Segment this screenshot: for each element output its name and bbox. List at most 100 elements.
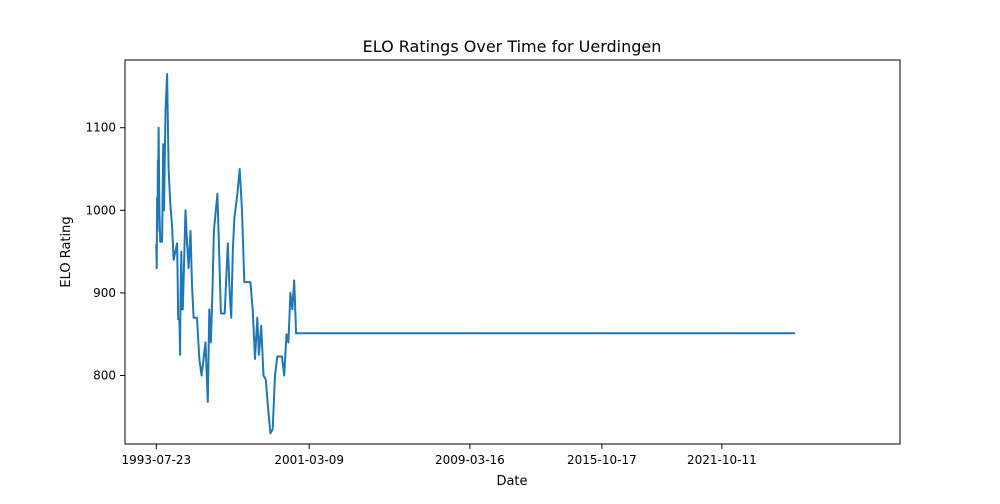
data-point — [211, 292, 214, 294]
y-tick-label: 800 — [93, 368, 116, 382]
data-point — [178, 318, 181, 321]
data-point — [258, 354, 260, 356]
data-point — [264, 378, 267, 381]
data-point — [187, 267, 190, 269]
data-point — [192, 316, 195, 319]
data-point — [162, 143, 165, 146]
data-point — [157, 176, 160, 179]
data-point — [204, 341, 207, 344]
data-point — [161, 240, 163, 243]
data-point — [306, 332, 309, 335]
data-point — [200, 374, 203, 377]
data-point — [260, 325, 262, 327]
data-point — [223, 312, 226, 315]
data-point — [302, 332, 305, 335]
data-point — [291, 308, 294, 311]
x-tick-label: 2009-03-16 — [435, 453, 505, 467]
data-point — [297, 332, 299, 335]
data-point — [221, 312, 224, 315]
data-point — [283, 374, 286, 377]
data-point — [721, 332, 723, 335]
x-tick-label: 1993-07-23 — [121, 453, 191, 467]
data-point — [213, 230, 215, 232]
x-axis-label: Date — [496, 474, 527, 489]
data-points — [155, 73, 795, 435]
data-point — [172, 259, 175, 261]
data-point — [228, 292, 231, 294]
data-point — [274, 374, 276, 377]
data-point — [295, 332, 297, 335]
data-point — [278, 355, 281, 358]
data-point — [164, 110, 167, 112]
data-point — [262, 374, 265, 377]
y-tick-label: 1000 — [85, 203, 116, 217]
data-point — [182, 308, 184, 311]
chart-title: ELO Ratings Over Time for Uerdingen — [363, 37, 662, 56]
data-point — [249, 281, 252, 283]
data-point — [469, 332, 471, 335]
data-point — [269, 432, 272, 435]
data-point — [198, 358, 201, 360]
data-point — [156, 230, 159, 232]
data-point — [220, 312, 222, 315]
data-point — [299, 332, 301, 335]
data-point — [179, 300, 182, 302]
data-point — [308, 332, 310, 335]
data-point — [267, 407, 269, 410]
data-point — [247, 281, 249, 283]
data-point — [189, 230, 192, 232]
data-point — [167, 168, 170, 170]
y-axis-label: ELO Rating — [59, 216, 74, 287]
data-point — [238, 168, 241, 170]
plot-frame — [124, 59, 901, 445]
data-point — [301, 332, 303, 335]
x-axis: 1993-07-23 2001-03-09 2009-03-16 2015-10-17… — [121, 444, 757, 467]
data-point — [233, 217, 236, 220]
data-point — [182, 279, 185, 282]
data-point — [256, 316, 259, 319]
y-tick-label: 1100 — [85, 121, 116, 135]
data-point — [210, 341, 212, 344]
data-point — [166, 73, 168, 75]
data-point — [287, 341, 290, 344]
y-axis: 800 900 1000 1100 — [85, 121, 125, 382]
data-point — [304, 332, 307, 335]
data-point — [271, 428, 274, 430]
data-point — [293, 279, 296, 282]
data-point — [276, 355, 279, 358]
data-point — [160, 240, 162, 243]
data-point — [155, 267, 158, 269]
data-point — [155, 244, 158, 246]
data-point — [179, 354, 181, 356]
data-point — [156, 197, 158, 199]
data-point — [243, 281, 246, 283]
data-point — [218, 242, 220, 245]
x-tick-label: 2001-03-09 — [274, 453, 344, 467]
data-point — [169, 201, 171, 203]
data-point — [163, 209, 165, 212]
y-tick-label: 900 — [93, 286, 116, 300]
data-point — [251, 308, 254, 311]
data-point — [176, 242, 178, 245]
data-point — [601, 332, 603, 335]
data-point — [281, 355, 283, 358]
data-point — [254, 358, 256, 360]
data-point — [285, 333, 288, 335]
data-point — [230, 316, 233, 319]
data-point — [206, 401, 209, 403]
data-point — [793, 332, 795, 335]
series-line-uerdingen — [155, 73, 795, 435]
data-point — [158, 209, 161, 212]
data-point — [208, 308, 211, 311]
data-point — [176, 267, 179, 269]
data-point — [241, 209, 243, 212]
x-tick-label: 2021-10-11 — [687, 453, 757, 467]
data-point — [186, 242, 188, 245]
data-point — [180, 250, 183, 253]
data-point — [231, 250, 234, 253]
data-point — [289, 292, 292, 294]
data-point — [184, 209, 187, 212]
data-point — [226, 242, 229, 245]
